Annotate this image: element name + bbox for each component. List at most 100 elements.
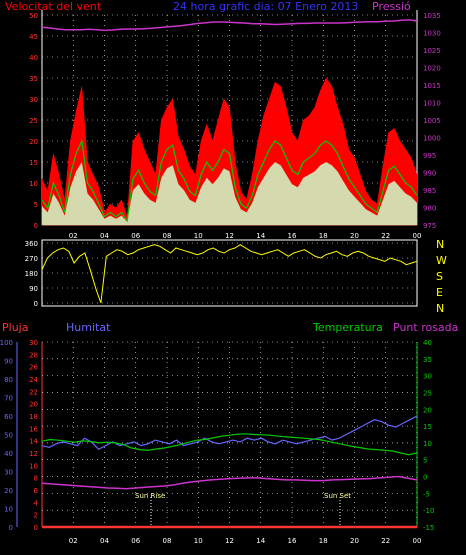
temperature-y-tick: 5 bbox=[423, 457, 427, 465]
wind-speed-label: Velocitat del vent bbox=[5, 0, 102, 13]
compass-letter: N bbox=[436, 302, 444, 315]
humidity-x-tick: 02 bbox=[69, 537, 78, 545]
rain-y-tick: 0 bbox=[34, 524, 38, 532]
humidity-x-tick: 16 bbox=[288, 537, 297, 545]
compass-letter: W bbox=[436, 254, 447, 267]
direction-y-tick: 180 bbox=[25, 270, 38, 278]
compass-letter: E bbox=[436, 286, 443, 299]
rain-y-tick: 24 bbox=[29, 376, 38, 384]
temperature-y-tick: 25 bbox=[423, 389, 432, 397]
wind-y-tick: 20 bbox=[29, 138, 38, 146]
pressure-y-tick: 1025 bbox=[423, 47, 441, 55]
rain-y-tick: 28 bbox=[29, 351, 38, 359]
humidity-y-tick: 100 bbox=[0, 339, 13, 347]
pressure-y-tick: 1035 bbox=[423, 12, 441, 20]
dew-point-line bbox=[41, 475, 418, 490]
rain-y-tick: 4 bbox=[34, 499, 39, 507]
temperature-y-tick: -10 bbox=[423, 507, 434, 515]
pressure-y-tick: 980 bbox=[423, 205, 436, 213]
direction-y-tick: 0 bbox=[34, 300, 38, 308]
humidity-x-tick: 08 bbox=[163, 537, 172, 545]
wind-y-tick: 50 bbox=[29, 12, 38, 20]
humidity-y-tick: 80 bbox=[4, 376, 13, 384]
humidity-x-tick: 18 bbox=[319, 537, 328, 545]
humidity-y-tick: 70 bbox=[4, 395, 13, 403]
rain-y-tick: 10 bbox=[29, 462, 38, 470]
humidity-x-tick: 20 bbox=[350, 537, 359, 545]
temperature-y-tick: 15 bbox=[423, 423, 432, 431]
pressure-y-tick: 1000 bbox=[423, 135, 441, 143]
rain-y-tick: 20 bbox=[29, 401, 38, 409]
direction-y-tick: 90 bbox=[29, 285, 38, 293]
humidity-x-tick: 22 bbox=[381, 537, 390, 545]
pressure-y-tick: 1005 bbox=[423, 117, 441, 125]
temperature-y-tick: 35 bbox=[423, 356, 432, 364]
rain-label: Pluja bbox=[2, 321, 28, 334]
temperature-y-tick: 30 bbox=[423, 373, 432, 381]
temperature-y-tick: -15 bbox=[423, 524, 434, 532]
wind-x-tick: 16 bbox=[288, 232, 297, 240]
wind-direction-line bbox=[41, 244, 418, 304]
rain-y-tick: 2 bbox=[34, 512, 38, 520]
wind-y-tick: 10 bbox=[29, 180, 38, 188]
humidity-x-tick: 00 bbox=[413, 537, 422, 545]
humidity-y-tick: 30 bbox=[4, 469, 13, 477]
humidity-y-tick: 40 bbox=[4, 450, 13, 458]
humidity-line bbox=[41, 415, 418, 451]
temperature-y-tick: 20 bbox=[423, 406, 432, 414]
wind-y-tick: 15 bbox=[29, 159, 38, 167]
rain-y-tick: 18 bbox=[29, 413, 38, 421]
rain-y-tick: 30 bbox=[29, 339, 38, 347]
direction-y-tick: 270 bbox=[25, 255, 38, 263]
chart-title: 24 hora grafic dia: 07 Enero 2013 bbox=[173, 0, 358, 13]
wind-y-tick: 35 bbox=[29, 75, 38, 83]
wind-x-tick: 06 bbox=[131, 232, 140, 240]
rain-y-tick: 8 bbox=[34, 475, 38, 483]
wind-x-tick: 04 bbox=[100, 232, 109, 240]
wind-y-tick: 5 bbox=[34, 201, 38, 209]
pressure-line bbox=[41, 19, 418, 32]
wind-x-tick: 18 bbox=[319, 232, 328, 240]
sunset-label: Sun Set bbox=[324, 492, 351, 500]
temperature-y-tick: 0 bbox=[423, 474, 427, 482]
temperature-line bbox=[41, 433, 418, 456]
humidity-label: Humitat bbox=[66, 321, 111, 334]
humidity-temperature-panel: Pluja Humitat Temperatura Punt rosada 0 1… bbox=[0, 321, 458, 545]
wind-x-tick: 22 bbox=[381, 232, 390, 240]
humidity-y-tick: 90 bbox=[4, 358, 13, 366]
wind-average-line bbox=[41, 138, 418, 223]
rain-y-tick: 16 bbox=[29, 425, 38, 433]
pressure-y-tick: 1020 bbox=[423, 65, 441, 73]
humidity-y-tick: 50 bbox=[4, 432, 13, 440]
rain-y-tick: 14 bbox=[29, 438, 38, 446]
wind-x-tick: 12 bbox=[225, 232, 234, 240]
humidity-y-tick: 10 bbox=[4, 506, 13, 514]
temperature-label: Temperatura bbox=[312, 321, 383, 334]
wind-x-tick: 14 bbox=[256, 232, 265, 240]
wind-low-area bbox=[42, 162, 417, 225]
humidity-y-tick: 20 bbox=[4, 487, 13, 495]
pressure-y-tick: 1010 bbox=[423, 100, 441, 108]
wind-y-tick: 30 bbox=[29, 96, 38, 104]
pressure-y-tick: 1015 bbox=[423, 82, 441, 90]
humidity-x-tick: 06 bbox=[131, 537, 140, 545]
wind-y-tick: 40 bbox=[29, 54, 38, 62]
humidity-x-tick: 10 bbox=[194, 537, 203, 545]
pressure-y-tick: 990 bbox=[423, 170, 436, 178]
pressure-label: Pressió bbox=[372, 0, 411, 13]
rain-y-tick: 6 bbox=[34, 487, 39, 495]
humidity-x-tick: 12 bbox=[225, 537, 234, 545]
humidity-x-tick: 14 bbox=[256, 537, 265, 545]
wind-x-tick: 08 bbox=[163, 232, 172, 240]
temperature-y-tick: 10 bbox=[423, 440, 432, 448]
wind-x-tick: 00 bbox=[413, 232, 422, 240]
rain-y-tick: 26 bbox=[29, 364, 38, 372]
pressure-y-tick: 1030 bbox=[423, 30, 441, 38]
wind-x-tick: 10 bbox=[194, 232, 203, 240]
wind-x-tick: 02 bbox=[69, 232, 78, 240]
direction-y-tick: 360 bbox=[25, 240, 38, 248]
humidity-x-tick: 04 bbox=[100, 537, 109, 545]
wind-y-tick: 0 bbox=[34, 222, 38, 230]
